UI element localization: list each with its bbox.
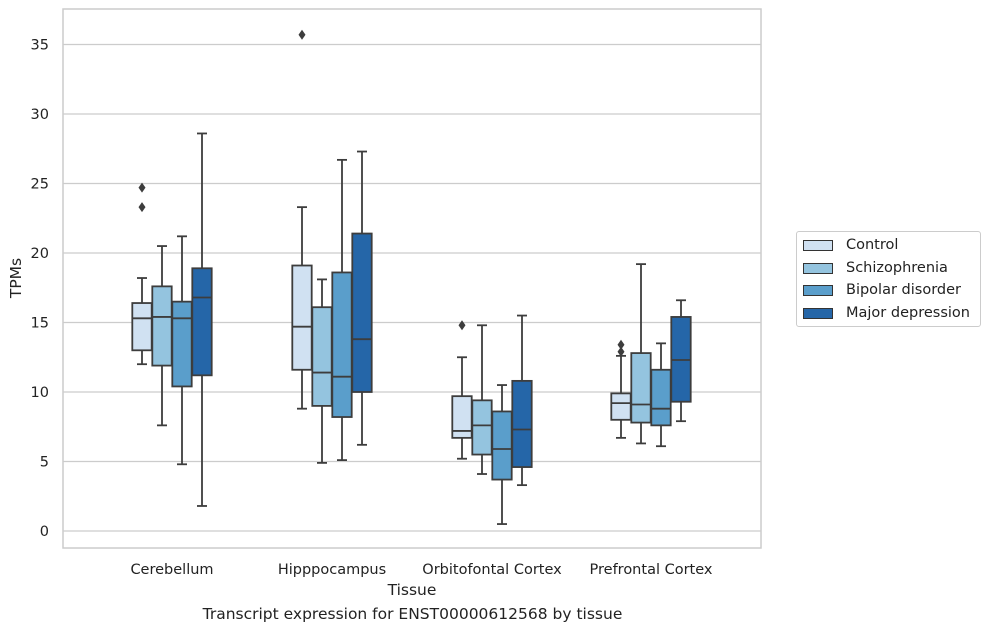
legend-swatch-control bbox=[803, 239, 833, 251]
box-iqr bbox=[191, 267, 213, 377]
chart-caption: Transcript expression for ENST0000061256… bbox=[202, 605, 623, 623]
box-iqr bbox=[171, 300, 193, 388]
box-iqr bbox=[331, 271, 353, 418]
box-iqr bbox=[131, 302, 153, 352]
y-tick-label: 0 bbox=[40, 524, 49, 540]
box-schizophrenia bbox=[151, 245, 173, 427]
outlier-point bbox=[617, 339, 625, 350]
y-tick-label: 25 bbox=[31, 177, 49, 193]
box-iqr bbox=[311, 306, 333, 407]
outlier-point bbox=[298, 29, 306, 40]
box-iqr bbox=[291, 264, 313, 371]
box-iqr bbox=[511, 379, 533, 468]
box-control bbox=[610, 339, 632, 439]
y-tick-label: 30 bbox=[31, 107, 49, 123]
box-bipolar-disorder bbox=[491, 384, 513, 525]
x-tick-label: Cerebellum bbox=[130, 562, 213, 578]
box-major-depression bbox=[670, 299, 692, 423]
legend-label: Schizophrenia bbox=[846, 260, 948, 276]
y-tick-label: 15 bbox=[31, 316, 49, 332]
box-control bbox=[131, 182, 153, 366]
legend-swatch-schizophrenia bbox=[803, 262, 833, 274]
y-tick-label: 35 bbox=[31, 38, 49, 54]
outlier-point bbox=[617, 346, 625, 357]
legend-label: Control bbox=[846, 237, 899, 253]
box-bipolar-disorder bbox=[331, 158, 353, 462]
legend-item-control: Control bbox=[803, 235, 898, 255]
legend-swatch-major-depression bbox=[803, 307, 833, 319]
legend: Control Schizophrenia Bipolar disorder M… bbox=[796, 231, 981, 327]
outlier-point bbox=[138, 202, 146, 213]
x-tick-label: Prefrontal Cortex bbox=[590, 562, 713, 578]
box-iqr bbox=[491, 410, 513, 481]
box-control bbox=[291, 29, 313, 410]
box-schizophrenia bbox=[311, 278, 333, 464]
box-iqr bbox=[351, 232, 373, 393]
outlier-point bbox=[458, 320, 466, 331]
outlier-point bbox=[138, 182, 146, 193]
box-schizophrenia bbox=[471, 324, 493, 475]
box-major-depression bbox=[351, 150, 373, 446]
legend-swatch-bipolar-disorder bbox=[803, 284, 833, 296]
box-bipolar-disorder bbox=[171, 235, 193, 466]
legend-label: Major depression bbox=[846, 305, 970, 321]
box-iqr bbox=[650, 368, 672, 427]
plot-area-frame bbox=[62, 8, 762, 549]
y-axis-label: TPMs bbox=[7, 258, 25, 299]
y-tick-label: 20 bbox=[31, 246, 49, 262]
y-tick-label: 5 bbox=[40, 455, 49, 471]
axis-ticks: 0 5 10 15 20 25 30 35 Cerebellum Hipppocampus Orbi… bbox=[31, 38, 713, 579]
box-schizophrenia bbox=[630, 263, 652, 445]
box-major-depression bbox=[191, 132, 213, 507]
x-tick-label: Hipppocampus bbox=[278, 562, 386, 578]
legend-item-schizophrenia: Schizophrenia bbox=[803, 258, 948, 278]
y-tick-label: 10 bbox=[31, 385, 49, 401]
boxes bbox=[131, 29, 692, 525]
box-iqr bbox=[151, 285, 173, 367]
box-control bbox=[451, 320, 473, 460]
box-iqr bbox=[471, 399, 493, 456]
box-iqr bbox=[610, 392, 632, 421]
legend-item-bipolar-disorder: Bipolar disorder bbox=[803, 280, 961, 300]
box-bipolar-disorder bbox=[650, 342, 672, 448]
legend-label: Bipolar disorder bbox=[846, 282, 961, 298]
x-tick-label: Orbitofontal Cortex bbox=[422, 562, 562, 578]
x-axis-label: Tissue bbox=[387, 581, 437, 599]
box-iqr bbox=[630, 352, 652, 424]
legend-item-major-depression: Major depression bbox=[803, 303, 970, 323]
box-major-depression bbox=[511, 314, 533, 487]
